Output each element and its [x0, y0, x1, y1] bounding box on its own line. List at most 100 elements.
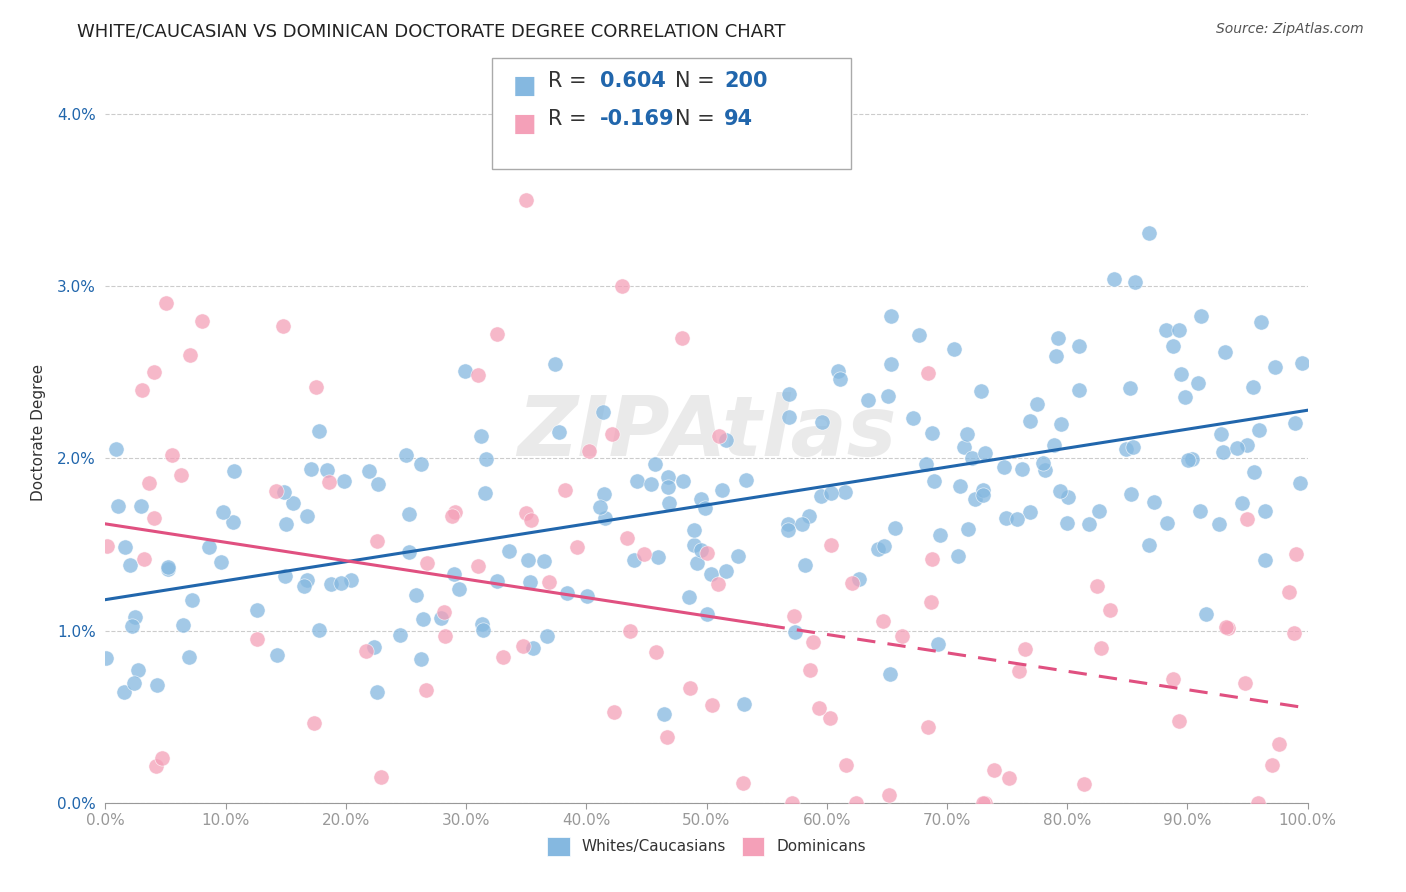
Point [655, 730, 678, 744]
Point [820, 486, 842, 500]
Point [1236, 438, 1258, 452]
Point [132, 552, 155, 566]
Point [169, 467, 191, 482]
Point [1177, 453, 1199, 467]
Point [533, 553, 555, 567]
Point [292, 579, 315, 593]
Point [1161, 673, 1184, 687]
Point [956, 522, 979, 536]
Point [920, 595, 942, 609]
Point [1018, 505, 1040, 519]
Point [177, 649, 200, 664]
Point [733, 697, 755, 711]
Point [1056, 516, 1078, 530]
Point [412, 612, 434, 626]
Text: 94: 94 [724, 109, 754, 128]
Point [1115, 442, 1137, 457]
Point [797, 508, 820, 523]
Point [274, 568, 297, 582]
Point [246, 632, 269, 646]
Point [872, 615, 894, 629]
Point [972, 483, 994, 498]
Point [845, 796, 868, 810]
Point [146, 678, 169, 692]
Point [619, 624, 641, 638]
Point [733, 776, 755, 790]
Point [603, 706, 626, 720]
Point [782, 608, 804, 623]
Point [799, 663, 821, 677]
Point [727, 549, 749, 564]
Point [519, 513, 541, 527]
Point [150, 751, 173, 765]
Point [1137, 226, 1160, 240]
Point [318, 475, 340, 490]
Point [1156, 323, 1178, 337]
Point [1284, 417, 1306, 431]
Point [517, 553, 540, 567]
Point [658, 496, 681, 510]
Point [1098, 603, 1121, 617]
Point [1014, 642, 1036, 657]
Point [1215, 344, 1237, 359]
Point [921, 426, 943, 441]
Point [956, 427, 979, 442]
Point [1211, 427, 1233, 442]
Point [1216, 620, 1239, 634]
Point [790, 516, 813, 531]
Point [685, 557, 707, 571]
Point [160, 448, 183, 462]
Point [1254, 504, 1277, 518]
Point [949, 478, 972, 492]
Point [576, 589, 599, 603]
Point [711, 483, 734, 497]
Point [914, 458, 936, 472]
Point [467, 368, 489, 382]
Point [363, 640, 385, 654]
Point [820, 538, 842, 552]
Point [121, 618, 143, 632]
Point [640, 477, 662, 491]
Point [917, 720, 939, 734]
Point [901, 411, 924, 425]
Point [181, 593, 204, 607]
Point [690, 491, 713, 506]
Point [994, 511, 1017, 525]
Point [198, 541, 221, 555]
Point [142, 365, 165, 379]
Point [142, 511, 165, 525]
Point [112, 685, 135, 699]
Point [778, 410, 800, 425]
Point [1243, 465, 1265, 479]
Point [398, 508, 420, 522]
Point [1261, 758, 1284, 772]
Point [1011, 461, 1033, 475]
Point [537, 575, 560, 590]
Point [1189, 503, 1212, 517]
Point [554, 483, 576, 498]
Point [211, 505, 233, 519]
Point [700, 566, 723, 581]
Point [1025, 396, 1047, 410]
Point [652, 706, 675, 721]
Point [644, 457, 666, 471]
Point [264, 483, 287, 498]
Point [395, 448, 418, 462]
Text: ZIPAtlas: ZIPAtlas [517, 392, 896, 473]
Point [1174, 390, 1197, 404]
Point [891, 629, 914, 643]
Point [880, 357, 903, 371]
Point [696, 607, 718, 622]
Point [179, 348, 201, 362]
Point [922, 474, 945, 488]
Point [616, 531, 638, 545]
Point [592, 405, 614, 419]
Text: R =: R = [548, 109, 593, 128]
Point [672, 474, 695, 488]
Point [367, 476, 389, 491]
Point [486, 327, 509, 342]
Point [1230, 496, 1253, 510]
Point [997, 772, 1019, 786]
Point [415, 683, 437, 698]
Point [1277, 585, 1299, 599]
